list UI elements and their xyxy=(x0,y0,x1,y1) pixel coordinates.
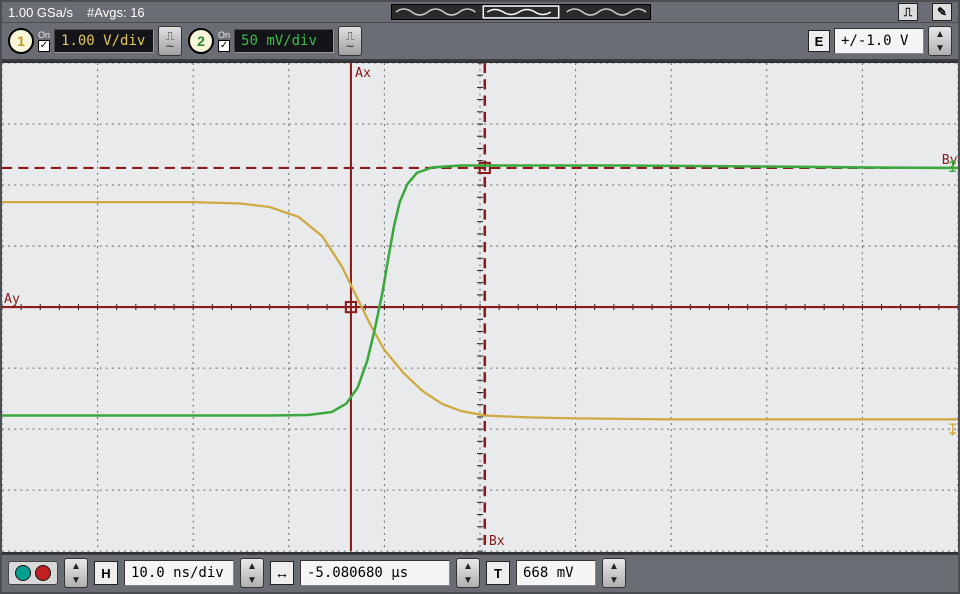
channel-2-badge[interactable]: 2 xyxy=(188,28,214,54)
channel-2-coupling-button[interactable]: ⎍ ∼ xyxy=(338,26,362,56)
channel-1-scale[interactable]: 1.00 V/div xyxy=(54,29,154,53)
vertical-readout-block: E +/-1.0 V ▲ ▼ xyxy=(808,26,952,56)
up-arrow-icon: ▲ xyxy=(71,561,81,572)
down-arrow-icon: ▼ xyxy=(247,575,257,586)
run-stepper[interactable]: ▲ ▼ xyxy=(64,558,88,588)
run-led-icon xyxy=(15,565,31,581)
checkbox-icon: ✓ xyxy=(38,40,50,52)
channel-2-enable[interactable]: On ✓ xyxy=(218,30,230,52)
up-arrow-icon: ▲ xyxy=(935,29,945,40)
svg-text:Ax: Ax xyxy=(355,67,371,82)
trigger-mode-icon[interactable]: ⎍ xyxy=(898,3,918,21)
delay-stepper[interactable]: ▲ ▼ xyxy=(456,558,480,588)
oscilloscope-ui: 1.00 GSa/s #Avgs: 16 ⎍ ✎ 1 On ✓ 1.00 V/d… xyxy=(0,0,960,594)
avgs-label: #Avgs: 16 xyxy=(87,5,145,20)
down-arrow-icon: ▼ xyxy=(935,43,945,54)
timebase-scale-readout[interactable]: 10.0 ns/div xyxy=(124,560,234,586)
channel-2-scale[interactable]: 50 mV/div xyxy=(234,29,334,53)
up-arrow-icon: ▲ xyxy=(463,561,473,572)
trigger-t-button[interactable]: T xyxy=(486,561,510,585)
up-arrow-icon: ▲ xyxy=(609,561,619,572)
waveform-display[interactable]: ByAyAxBx↧↥ xyxy=(2,61,958,553)
channel-toolbar: 1 On ✓ 1.00 V/div ⎍ ∼ 2 On ✓ 50 mV/div ⎍… xyxy=(2,23,958,61)
channel-1-badge[interactable]: 1 xyxy=(8,28,34,54)
svg-text:↧: ↧ xyxy=(946,422,958,440)
svg-text:↥: ↥ xyxy=(946,158,958,176)
up-arrow-icon: ▲ xyxy=(247,561,257,572)
voltage-stepper[interactable]: ▲ ▼ xyxy=(928,26,952,56)
trigger-stepper[interactable]: ▲ ▼ xyxy=(602,558,626,588)
svg-text:Ay: Ay xyxy=(4,292,20,307)
acquisition-overview[interactable] xyxy=(391,4,651,20)
stop-led-icon xyxy=(35,565,51,581)
down-arrow-icon: ▼ xyxy=(71,575,81,586)
run-stop-control[interactable] xyxy=(8,561,58,585)
checkbox-icon: ✓ xyxy=(218,40,230,52)
delay-readout[interactable]: -5.080680 µs xyxy=(300,560,450,586)
down-arrow-icon: ▼ xyxy=(463,575,473,586)
sample-rate-label: 1.00 GSa/s xyxy=(8,5,73,20)
timebase-toolbar: ▲ ▼ H 10.0 ns/div ▲ ▼ ↔ -5.080680 µs ▲ ▼… xyxy=(2,554,958,592)
channel-2-block: 2 On ✓ 50 mV/div ⎍ ∼ xyxy=(188,25,362,57)
annotate-icon[interactable]: ✎ xyxy=(932,3,952,21)
channel-1-block: 1 On ✓ 1.00 V/div ⎍ ∼ xyxy=(8,25,182,57)
top-status-bar: 1.00 GSa/s #Avgs: 16 ⎍ ✎ xyxy=(2,2,958,23)
timebase-h-button[interactable]: H xyxy=(94,561,118,585)
svg-text:Bx: Bx xyxy=(489,535,505,550)
timebase-stepper[interactable]: ▲ ▼ xyxy=(240,558,264,588)
channel-1-enable[interactable]: On ✓ xyxy=(38,30,50,52)
voltage-range-readout[interactable]: +/-1.0 V xyxy=(834,28,924,54)
edge-mode-button[interactable]: E xyxy=(808,30,830,52)
delay-icon[interactable]: ↔ xyxy=(270,561,294,585)
channel-1-coupling-button[interactable]: ⎍ ∼ xyxy=(158,26,182,56)
down-arrow-icon: ▼ xyxy=(609,575,619,586)
trigger-level-readout[interactable]: 668 mV xyxy=(516,560,596,586)
